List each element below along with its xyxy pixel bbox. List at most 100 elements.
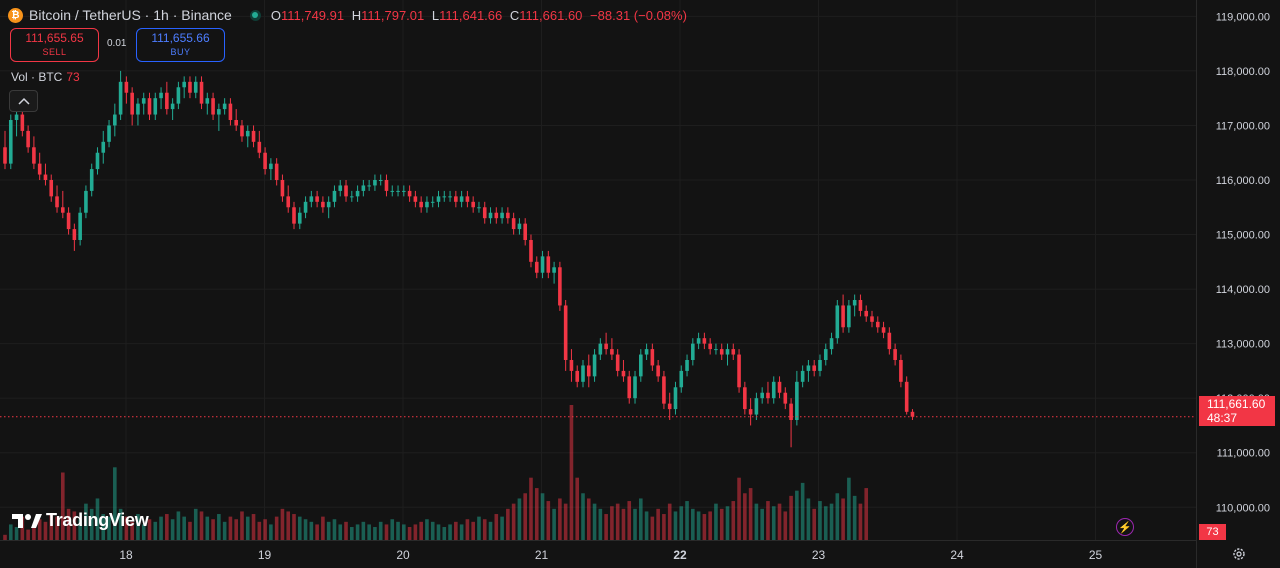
volume-bar	[639, 498, 643, 540]
candle-body	[211, 98, 215, 115]
volume-bar	[506, 508, 510, 540]
volume-bar	[818, 501, 822, 540]
candle-body	[274, 163, 279, 180]
x-tick-label: 25	[1089, 548, 1103, 562]
volume-legend[interactable]: Vol · BTC 73	[11, 70, 80, 84]
candle-body	[893, 349, 897, 360]
volume-bar	[789, 495, 793, 540]
volume-bar	[743, 493, 747, 540]
x-tick-label: 22	[673, 548, 687, 562]
volume-bar	[205, 516, 210, 540]
volume-bar	[725, 506, 730, 540]
candle-body	[852, 300, 857, 306]
ohlc-readout: O111,749.91 H111,797.01 L111,641.66 C111…	[271, 8, 691, 23]
candle-body	[430, 201, 435, 203]
volume-bar	[14, 527, 19, 540]
candle-body	[26, 130, 30, 148]
ohlc-close-value: 111,661.60	[519, 7, 583, 23]
candle-body	[373, 180, 377, 186]
sell-button[interactable]: 111,655.65 SELL	[10, 28, 99, 62]
candle-body	[506, 212, 510, 219]
volume-bar	[350, 527, 354, 540]
candle-body	[245, 130, 250, 137]
volume-bar	[78, 519, 82, 540]
gear-icon[interactable]	[1232, 547, 1246, 561]
collapse-legend-button[interactable]	[9, 90, 38, 112]
candle-body	[621, 370, 626, 377]
volume-bar	[465, 519, 470, 540]
candle-body	[904, 381, 909, 412]
volume-bar	[471, 521, 475, 540]
candle-body	[361, 185, 366, 191]
candle-body	[650, 349, 655, 366]
volume-bar	[534, 488, 539, 540]
volume-bar	[3, 534, 7, 540]
candle-body	[315, 196, 319, 202]
candle-body	[534, 261, 539, 273]
candle-body	[471, 201, 475, 208]
volume-bar	[673, 511, 678, 540]
volume-bar	[760, 508, 764, 540]
candle-body	[107, 125, 111, 142]
candle-body	[257, 141, 262, 153]
volume-bar	[297, 516, 302, 540]
volume-bar	[384, 524, 389, 540]
candle-body	[800, 370, 805, 382]
candle-body	[321, 201, 325, 208]
ohlc-low-value: 111,641.66	[439, 7, 503, 23]
candle-body	[384, 180, 389, 191]
candle-body	[685, 360, 689, 371]
last-price-tag: 111,661.60 48:37	[1199, 396, 1275, 426]
candle-body	[771, 381, 776, 399]
candle-body	[806, 365, 811, 371]
volume-bar	[650, 516, 655, 540]
volume-bar	[43, 521, 48, 540]
volume-bar	[257, 521, 262, 540]
candle-body	[49, 180, 54, 197]
lightning-icon[interactable]: ⚡	[1116, 518, 1134, 536]
volume-bar	[569, 405, 574, 540]
candle-body	[459, 196, 464, 202]
volume-bar	[407, 527, 412, 540]
symbol-title[interactable]: Bitcoin / TetherUS · 1h · Binance	[29, 7, 232, 23]
volume-bar	[378, 521, 383, 540]
volume-bar	[696, 511, 701, 540]
candle-body	[101, 141, 106, 153]
candle-body	[482, 207, 487, 219]
candle-body	[737, 354, 741, 388]
buy-button[interactable]: 111,655.66 BUY	[136, 28, 225, 62]
candle-body	[130, 92, 134, 115]
candle-body	[899, 360, 903, 382]
candle-body	[598, 343, 603, 355]
volume-bar	[500, 516, 504, 540]
candle-body	[176, 87, 181, 104]
candle-body	[378, 180, 383, 181]
y-tick-label: 110,000.00	[1216, 502, 1270, 514]
volume-bar	[413, 524, 418, 540]
volume-bar	[719, 508, 724, 540]
candle-body	[240, 125, 244, 137]
volume-bar	[222, 521, 227, 540]
volume-bar	[610, 506, 614, 540]
volume-bar	[454, 521, 458, 540]
volume-bar	[482, 519, 487, 540]
volume-bar	[315, 524, 319, 540]
volume-bar	[425, 519, 429, 540]
tradingview-logo[interactable]: TradingView	[12, 510, 149, 531]
candle-body	[639, 354, 643, 377]
candle-body	[14, 114, 19, 120]
volume-bar	[708, 511, 712, 540]
last-price-value: 111,661.60	[1207, 397, 1266, 411]
volume-bar	[714, 503, 718, 540]
candle-body	[66, 212, 71, 230]
volume-bar	[188, 521, 192, 540]
volume-bar	[245, 516, 250, 540]
candle-body	[829, 338, 834, 350]
bar-countdown: 48:37	[1207, 411, 1238, 425]
candle-body	[222, 103, 227, 110]
candle-body	[673, 387, 678, 410]
candle-body	[72, 229, 77, 240]
volume-bar	[199, 511, 204, 540]
volume-bar	[771, 506, 776, 540]
